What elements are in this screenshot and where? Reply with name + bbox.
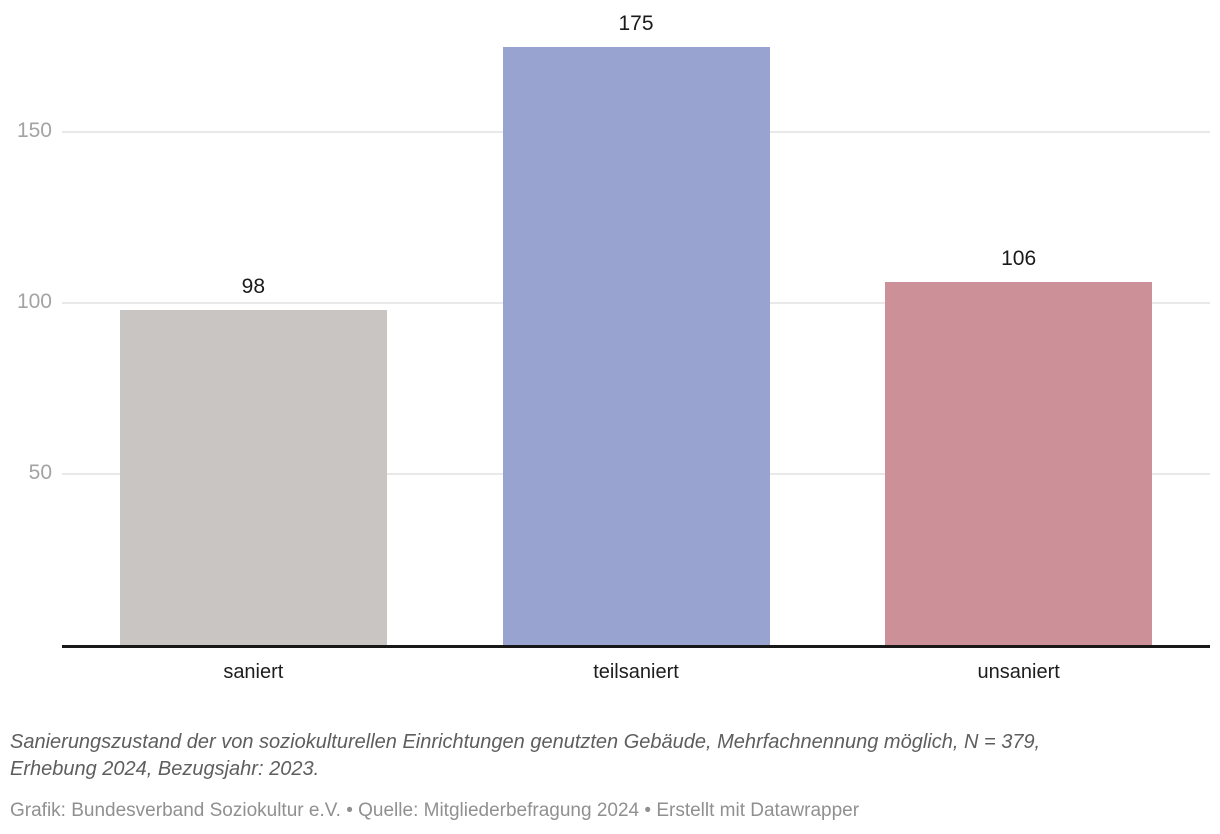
y-tick-label-150: 150	[16, 119, 52, 142]
bar-unsaniert	[885, 282, 1153, 645]
y-tick-label-50: 50	[28, 461, 52, 484]
bar-saniert	[119, 309, 387, 645]
x-axis-label-saniert: saniert	[223, 661, 284, 683]
y-tick-label-100: 100	[16, 290, 52, 313]
bar-chart: 50 100 150 98 175 106 saniert teilsaniert unsa…	[16, 11, 1210, 683]
chart-credit: Grafik: Bundesverband Soziokultur e.V. •…	[10, 800, 860, 821]
bar-teilsaniert	[502, 46, 770, 645]
value-label-unsaniert: 106	[1001, 247, 1037, 271]
caption-line2: Erhebung 2024, Bezugsjahr: 2023.	[10, 758, 320, 780]
x-axis-label-unsaniert: unsaniert	[977, 661, 1060, 683]
x-axis-label-teilsaniert: teilsaniert	[593, 661, 679, 683]
value-label-saniert: 98	[241, 274, 265, 298]
chart-caption: Sanierungszustand der von soziokulturell…	[10, 729, 1215, 783]
caption-line1: Sanierungszustand der von soziokulturell…	[10, 731, 1041, 753]
value-label-teilsaniert: 175	[618, 11, 654, 35]
x-axis-baseline	[62, 645, 1210, 648]
